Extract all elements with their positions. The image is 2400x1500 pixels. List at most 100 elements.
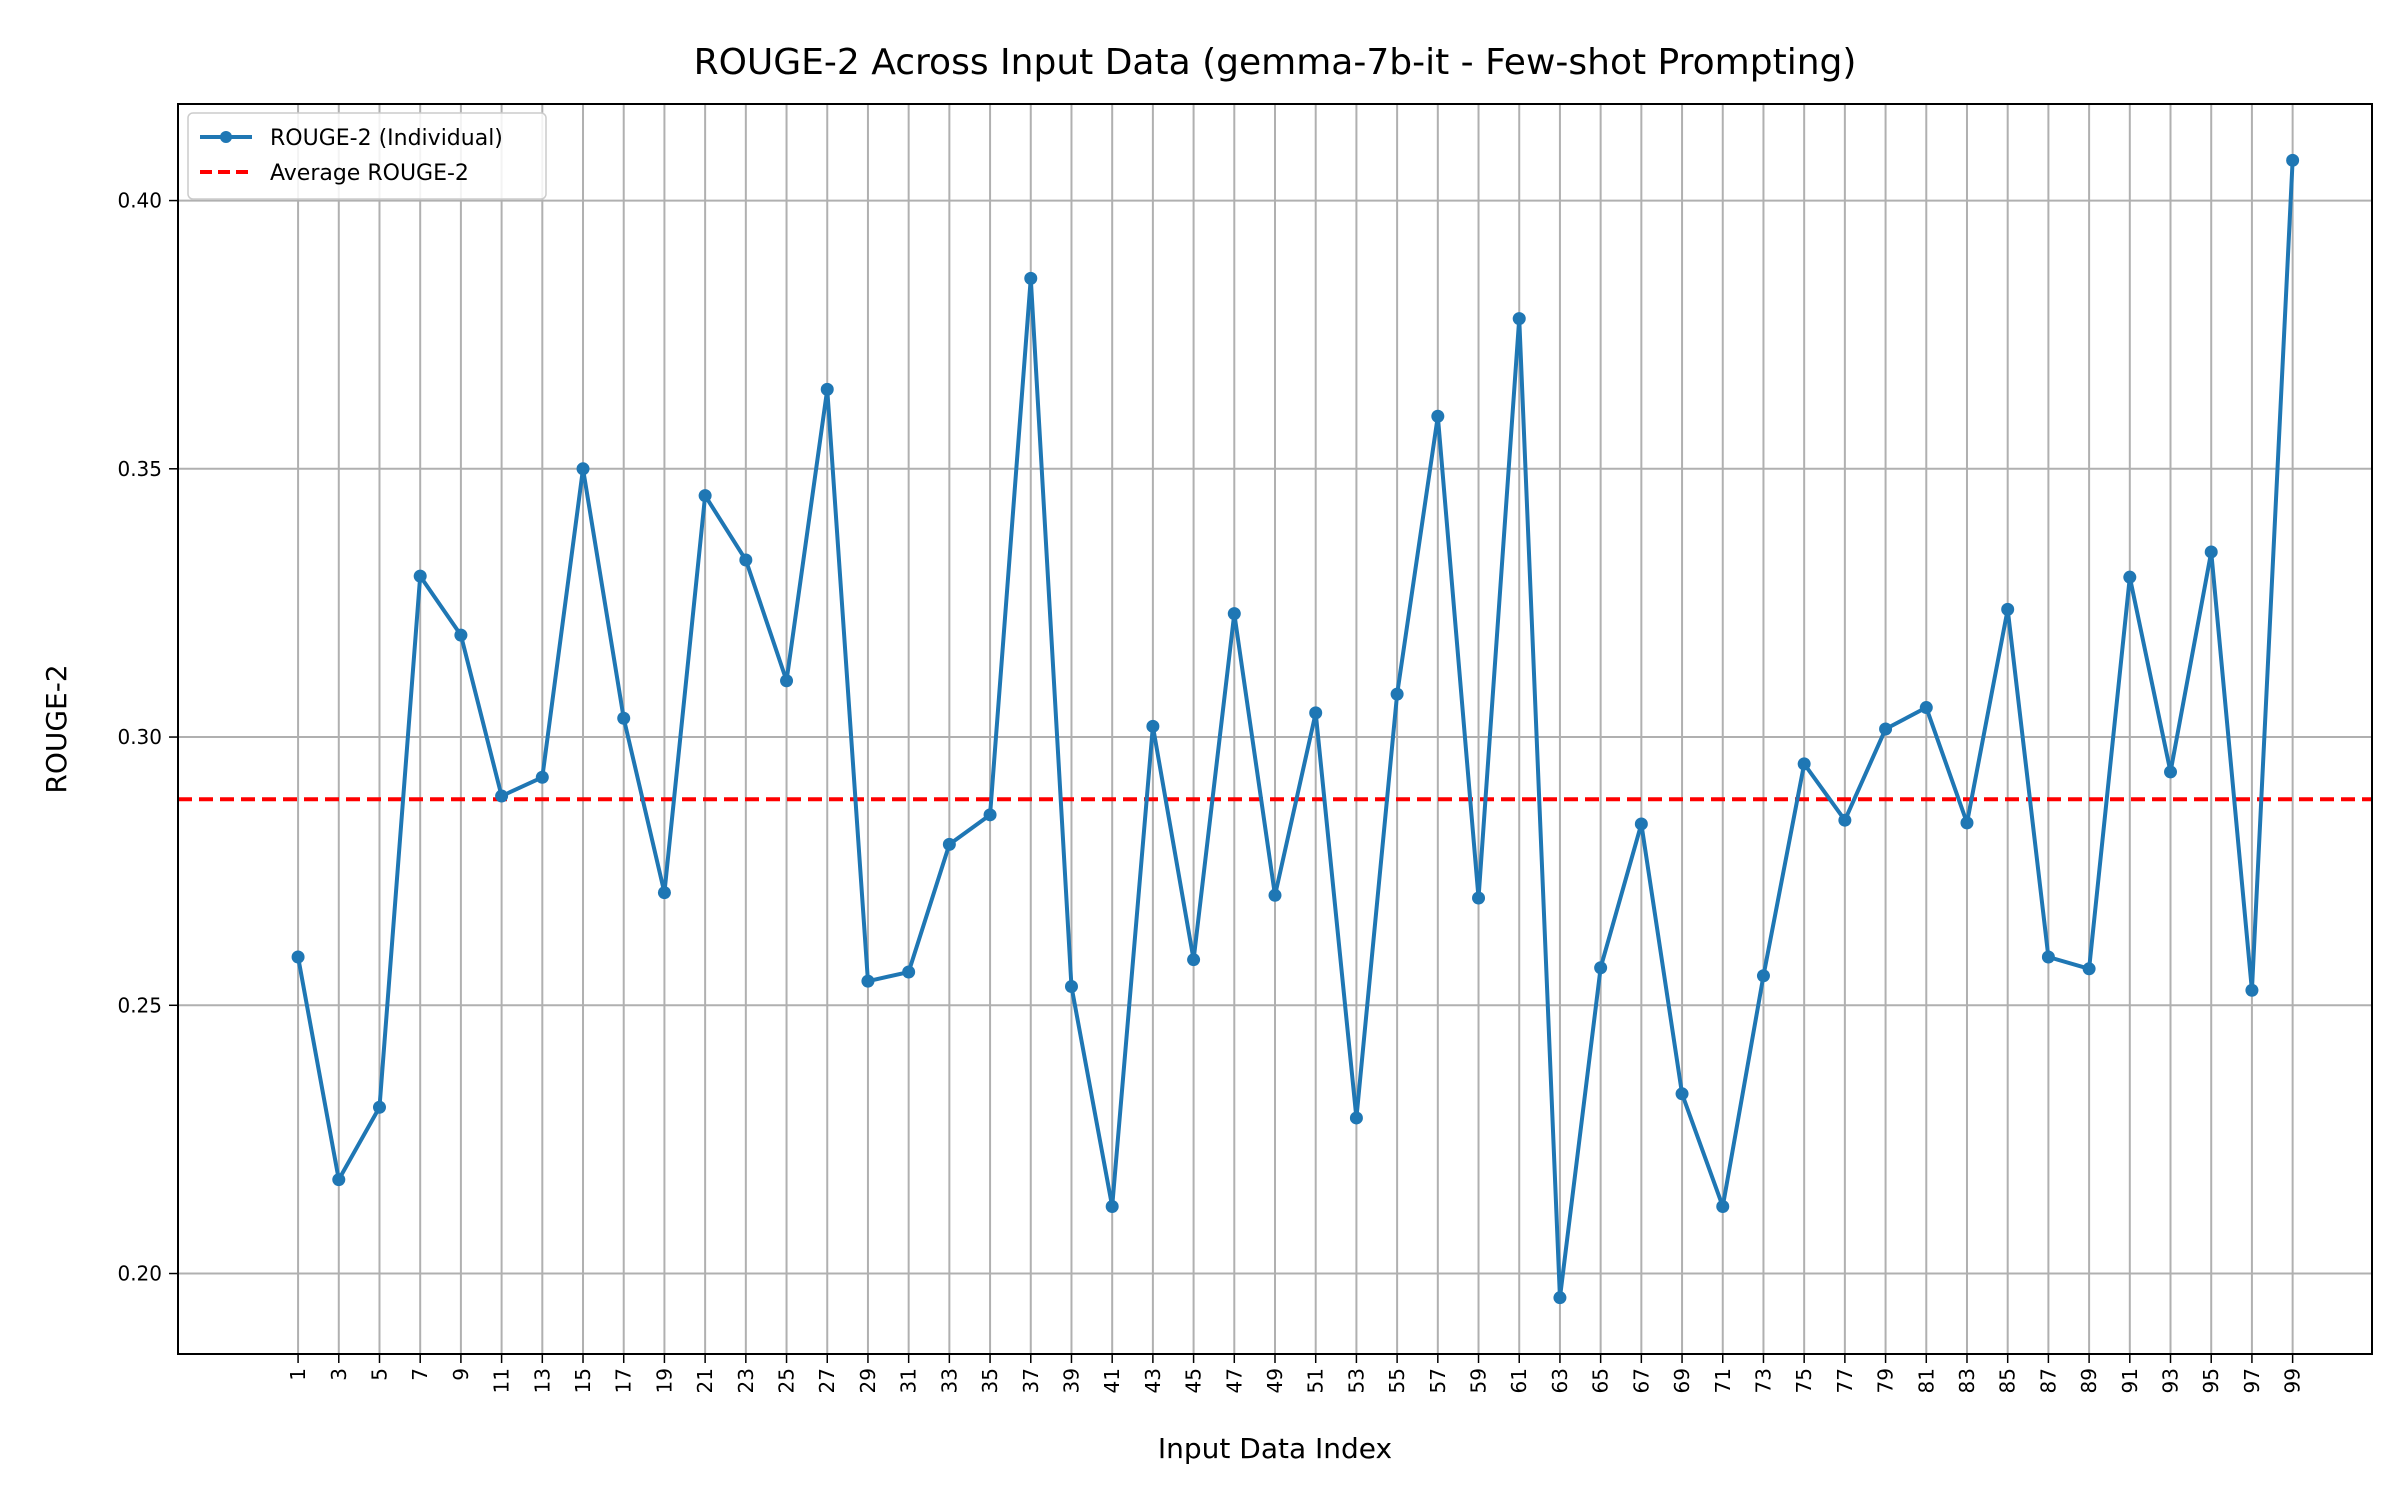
x-tick-label: 43 [1141,1368,1165,1393]
x-tick-label: 27 [815,1368,839,1393]
data-point [902,965,916,979]
x-tick-label: 61 [1507,1368,1531,1393]
data-point [1879,722,1893,736]
x-tick-label: 21 [693,1368,717,1393]
data-point [1431,409,1445,423]
data-point [495,789,509,803]
x-tick-label: 73 [1751,1368,1775,1393]
data-point [1390,687,1404,701]
data-point [1594,961,1608,975]
data-point [698,489,712,503]
data-point [1756,969,1770,983]
x-tick-label: 49 [1263,1368,1287,1393]
data-point [1797,757,1811,771]
data-point [1146,719,1160,733]
data-point [2001,602,2015,616]
data-point [820,382,834,396]
x-tick-label: 71 [1711,1368,1735,1393]
x-tick-label: 41 [1100,1368,1124,1393]
series-group [291,153,2300,1305]
y-tick-label: 0.20 [117,1262,162,1286]
data-point [657,886,671,900]
x-tick-label: 1 [286,1368,310,1381]
x-tick-label: 45 [1182,1368,1206,1393]
x-tick-label: 79 [1874,1368,1898,1393]
data-point [1472,891,1486,905]
x-tick-label: 55 [1385,1368,1409,1393]
x-tick-label: 65 [1589,1368,1613,1393]
y-tick-label: 0.25 [117,993,162,1017]
legend-label-average: Average ROUGE-2 [270,161,469,186]
y-axis-ticks: 0.20 0.25 0.30 0.35 0.40 [117,189,178,1286]
data-point [2286,153,2300,167]
x-tick-label: 35 [978,1368,1002,1393]
data-point [1553,1291,1567,1305]
x-tick-label: 19 [652,1368,676,1393]
data-point [1187,953,1201,967]
data-point [739,553,753,567]
x-tick-label: 99 [2281,1368,2305,1393]
data-point [1024,271,1038,285]
x-tick-label: 81 [1914,1368,1938,1393]
x-tick-label: 89 [2077,1368,2101,1393]
legend: ROUGE-2 (Individual) Average ROUGE-2 [187,112,547,200]
x-tick-label: 39 [1059,1368,1083,1393]
x-tick-label: 95 [2199,1368,2223,1393]
x-tick-label: 97 [2240,1368,2264,1393]
data-point [2204,545,2218,559]
x-tick-label: 75 [1792,1368,1816,1393]
data-point [1716,1199,1730,1213]
data-point [2164,765,2178,779]
x-tick-label: 77 [1833,1368,1857,1393]
y-tick-label: 0.40 [117,189,162,213]
chart-title: ROUGE-2 Across Input Data (gemma-7b-it -… [694,42,1857,83]
legend-dot-individual [220,131,232,143]
data-point [1960,816,1974,830]
data-point [454,628,468,642]
series-line [296,160,2295,1300]
x-tick-label: 7 [408,1368,432,1381]
x-tick-label: 15 [571,1368,595,1393]
x-tick-label: 93 [2159,1368,2183,1393]
data-point [413,569,427,583]
data-point [2082,962,2096,976]
data-point [576,462,590,476]
data-point [1838,813,1852,827]
y-tick-label: 0.35 [117,457,162,481]
data-point [1227,607,1241,621]
data-point [332,1173,346,1187]
x-tick-label: 67 [1629,1368,1653,1393]
x-axis-ticks: 1 3 5 7 9 11 13 15 17 19 21 23 25 27 29 31 33 35 37 39 41 43 4… [286,1354,2305,1393]
data-point [1268,888,1282,902]
grid-lines [178,104,2372,1354]
x-tick-label: 29 [856,1368,880,1393]
legend-box [187,112,547,200]
y-tick-label: 0.30 [117,725,162,749]
x-tick-label: 17 [612,1368,636,1393]
data-point [2245,983,2259,997]
data-point [1919,701,1933,715]
x-tick-label: 33 [937,1368,961,1393]
x-tick-label: 69 [1670,1368,1694,1393]
x-tick-label: 25 [775,1368,799,1393]
x-axis-label: Input Data Index [1158,1432,1392,1465]
data-point [535,770,549,784]
data-point [291,950,305,964]
x-tick-label: 83 [1955,1368,1979,1393]
data-point [983,808,997,822]
data-point [1064,980,1078,994]
x-tick-label: 5 [367,1368,391,1381]
data-point [1349,1111,1363,1125]
data-point [861,974,875,988]
data-point [2041,950,2055,964]
data-point [942,837,956,851]
y-axis-label: ROUGE-2 [40,664,73,793]
x-tick-label: 59 [1467,1368,1491,1393]
data-point [1675,1087,1689,1101]
x-tick-label: 91 [2118,1368,2142,1393]
x-tick-label: 9 [449,1368,473,1381]
data-point [372,1100,386,1114]
data-point [1309,706,1323,720]
